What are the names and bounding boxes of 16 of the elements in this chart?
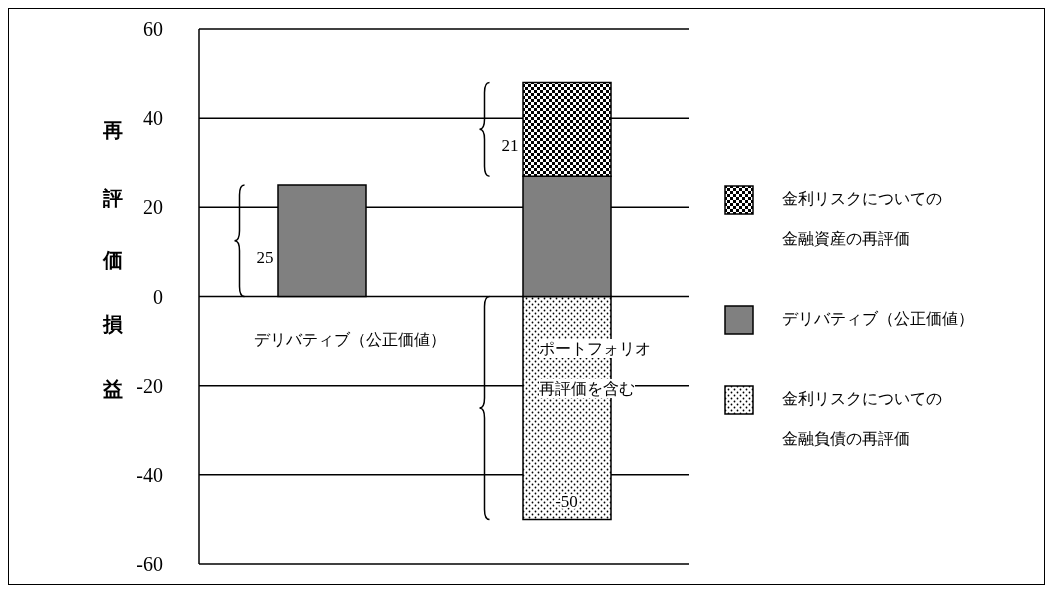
text: ポートフォリオ再評価を含む	[539, 339, 651, 399]
y-tick-label: -40	[136, 463, 163, 486]
text: 金利リスクについての金融資産の再評価	[782, 189, 942, 248]
text: 金利リスクについての金融負債の再評価	[782, 389, 942, 448]
y-tick-label: 0	[153, 285, 163, 308]
y-tick-label: 40	[143, 107, 163, 130]
y-axis-title: 再評価損益	[101, 106, 125, 427]
annotation: デリバティブ（公正価値）	[254, 330, 446, 350]
y-tick-label: -60	[136, 553, 163, 576]
y-tick-label: -20	[136, 374, 163, 397]
data-label: 21	[501, 136, 519, 156]
data-label: 25	[256, 247, 274, 267]
legend-label: デリバティブ（公正価値）	[782, 308, 974, 330]
y-tick-label: 20	[143, 196, 163, 219]
data-label: -50	[555, 492, 578, 512]
y-tick-label: 60	[143, 18, 163, 41]
